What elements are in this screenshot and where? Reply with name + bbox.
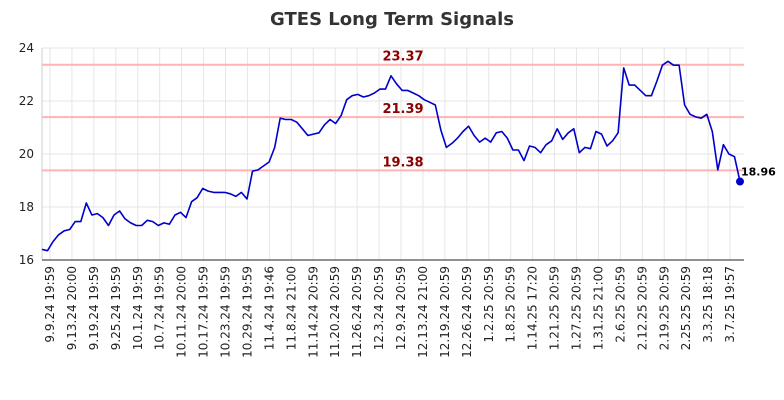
x-tick-label: 1.27.25 20:59 — [570, 266, 584, 350]
x-tick-label: 2.25.25 20:59 — [679, 266, 693, 350]
x-tick-label: 11.8.24 21:00 — [284, 266, 298, 350]
reference-line-label: 23.37 — [382, 50, 423, 65]
reference-lines — [42, 63, 744, 172]
x-tick-label: 1.21.25 20:59 — [548, 266, 562, 350]
last-point-label: 18.96 — [741, 166, 776, 179]
x-tick-label: 9.25.24 19:59 — [109, 266, 123, 350]
price-line — [41, 60, 741, 252]
x-tick-label: 1.2.25 20:59 — [482, 266, 496, 343]
x-tick-label: 11.20.24 20:59 — [328, 266, 342, 358]
x-tick-label: 12.13.24 21:00 — [416, 266, 430, 358]
x-tick-label: 12.19.24 20:59 — [438, 266, 452, 358]
chart-title: GTES Long Term Signals — [270, 9, 514, 30]
x-tick-label: 3.3.25 18:18 — [701, 266, 715, 343]
axes: 16 18 20 22 24 9.9.24 19:59 9.13.24 20:00 9.19.… — [19, 41, 744, 358]
x-tick-label: 3.7.25 19:57 — [723, 266, 737, 343]
x-tick-label: 9.13.24 20:00 — [65, 266, 79, 350]
x-tick-label: 11.26.24 20:59 — [350, 266, 364, 358]
x-tick-label: 2.12.25 20:59 — [635, 266, 649, 350]
grid — [42, 47, 744, 261]
y-tick-label: 18 — [19, 200, 34, 214]
reference-line-label: 19.38 — [382, 155, 423, 170]
y-tick-label: 16 — [19, 253, 34, 267]
x-tick-label: 9.9.24 19:59 — [43, 266, 57, 343]
x-tick-label: 11.14.24 20:59 — [306, 266, 320, 358]
x-tick-label: 10.17.24 19:59 — [197, 266, 211, 358]
y-tick-label: 20 — [19, 147, 34, 161]
x-tick-label: 10.23.24 19:59 — [219, 266, 233, 358]
y-tick-label: 22 — [19, 94, 34, 108]
x-tick-label: 10.1.24 19:59 — [131, 266, 145, 350]
x-tick-label: 10.29.24 19:59 — [240, 266, 254, 358]
x-tick-label: 11.4.24 19:46 — [262, 266, 276, 350]
x-tick-label: 10.7.24 19:59 — [153, 266, 167, 350]
reference-line-label: 21.39 — [382, 102, 423, 117]
x-tick-label: 12.26.24 20:59 — [460, 266, 474, 358]
y-tick-label: 24 — [19, 41, 34, 55]
x-tick-label: 2.19.25 20:59 — [657, 266, 671, 350]
x-tick-label: 12.3.24 20:59 — [372, 266, 386, 350]
x-tick-label: 2.6.25 20:59 — [613, 266, 627, 343]
x-tick-label: 10.11.24 20:00 — [175, 266, 189, 358]
x-tick-label: 1.8.25 20:59 — [504, 266, 518, 343]
x-tick-label: 1.31.25 21:00 — [591, 266, 605, 350]
labels: 23.37 21.39 19.38 18.96 — [382, 50, 776, 179]
x-tick-label: 12.9.24 20:59 — [394, 266, 408, 350]
series-layer — [41, 60, 744, 252]
x-tick-label: 1.14.25 17:20 — [526, 266, 540, 350]
last-point-marker — [736, 177, 744, 186]
x-tick-label: 9.19.24 19:59 — [87, 266, 101, 350]
